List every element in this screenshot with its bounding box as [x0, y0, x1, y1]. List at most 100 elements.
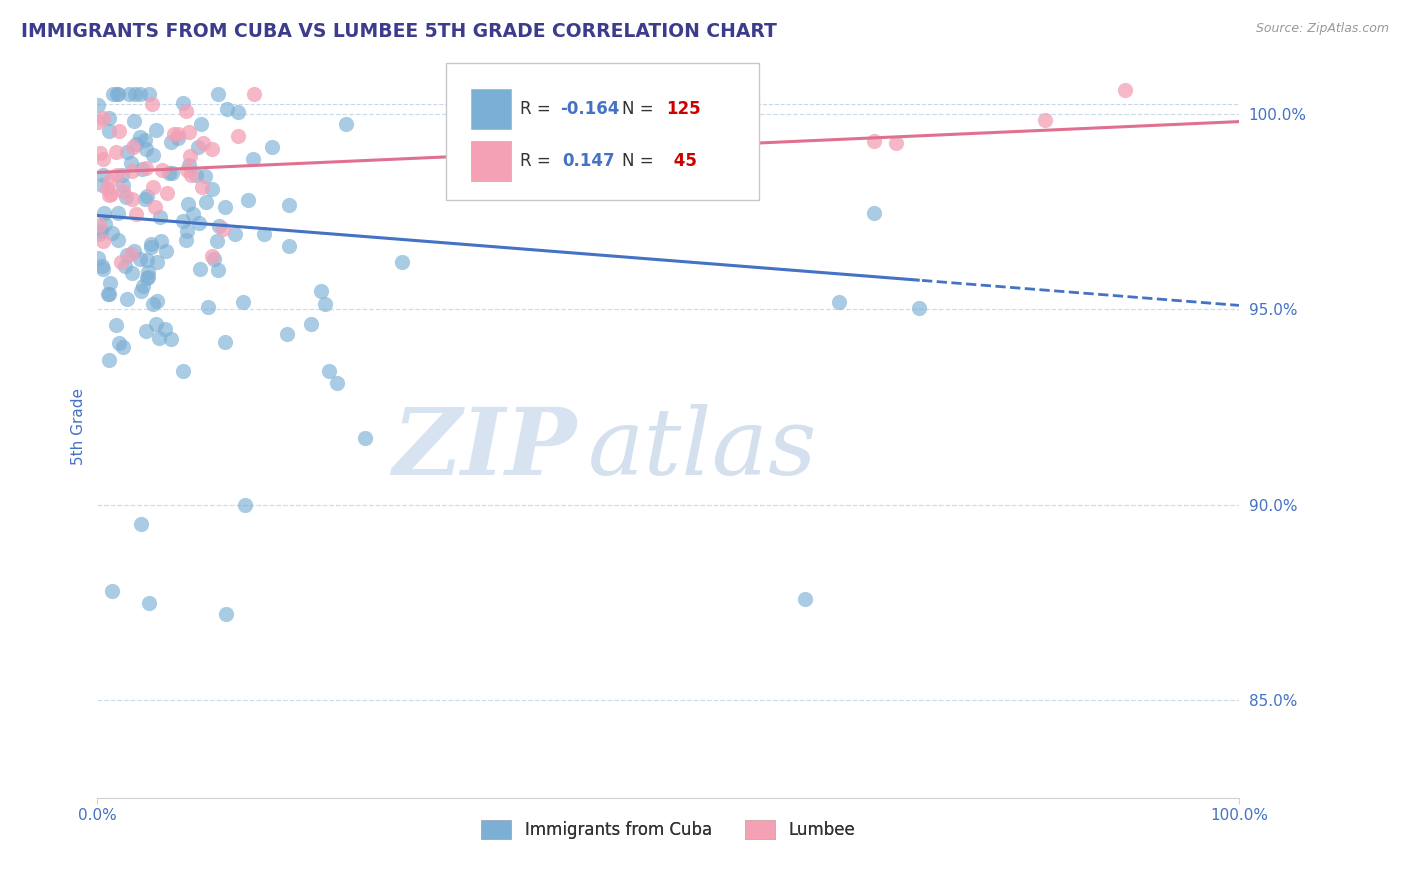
Point	[194, 194, 217, 209]
Point	[135, 161, 157, 175]
Point	[142, 179, 165, 194]
Text: R =: R =	[520, 153, 555, 170]
Point	[97, 286, 120, 301]
Point	[110, 254, 132, 268]
Point	[103, 87, 125, 102]
Point	[828, 294, 851, 309]
Point	[150, 163, 173, 178]
Point	[129, 517, 152, 532]
Point	[136, 271, 159, 285]
Point	[155, 244, 177, 259]
Point	[89, 227, 111, 241]
Point	[132, 279, 155, 293]
Point	[98, 276, 121, 290]
Point	[135, 324, 157, 338]
Text: atlas: atlas	[588, 404, 818, 494]
Text: -0.164: -0.164	[560, 101, 619, 119]
Point	[172, 213, 194, 227]
Point	[187, 140, 209, 154]
Point	[139, 236, 162, 251]
Text: 45: 45	[668, 153, 697, 170]
Point	[134, 192, 156, 206]
Point	[172, 364, 194, 378]
Point	[142, 297, 165, 311]
Point	[91, 235, 114, 249]
Point	[233, 498, 256, 512]
Point	[191, 136, 214, 150]
Point	[226, 104, 249, 119]
Point	[121, 163, 143, 178]
Point	[141, 240, 163, 254]
Point	[118, 87, 141, 102]
Point	[87, 115, 110, 129]
Point	[207, 262, 229, 277]
Point	[184, 168, 207, 182]
Point	[243, 87, 266, 101]
Point	[97, 112, 120, 126]
Point	[120, 156, 142, 170]
Point	[236, 194, 259, 208]
Point	[145, 317, 167, 331]
Point	[91, 261, 114, 276]
Text: ZIP: ZIP	[392, 404, 576, 494]
Point	[224, 227, 246, 241]
Point	[135, 189, 157, 203]
Point	[176, 162, 198, 177]
Point	[100, 187, 122, 202]
Point	[197, 300, 219, 314]
Point	[179, 125, 201, 139]
Point	[191, 180, 214, 194]
Point	[145, 255, 167, 269]
Point	[160, 166, 183, 180]
Point	[120, 247, 142, 261]
Point	[105, 168, 128, 182]
Point	[98, 173, 121, 187]
Point	[260, 140, 283, 154]
Point	[129, 87, 152, 102]
Text: IMMIGRANTS FROM CUBA VS LUMBEE 5TH GRADE CORRELATION CHART: IMMIGRANTS FROM CUBA VS LUMBEE 5TH GRADE…	[21, 22, 778, 41]
Point	[200, 249, 222, 263]
Text: R =: R =	[520, 101, 555, 119]
Point	[318, 364, 340, 378]
Point	[314, 296, 336, 310]
Point	[232, 295, 254, 310]
Point	[142, 147, 165, 161]
Point	[208, 219, 231, 233]
Point	[149, 211, 172, 225]
Point	[104, 318, 127, 332]
Point	[138, 269, 160, 284]
Point	[107, 233, 129, 247]
Point	[104, 145, 127, 160]
Point	[115, 145, 138, 160]
Point	[391, 255, 413, 269]
Point	[134, 132, 156, 146]
Point	[600, 88, 623, 103]
Point	[91, 153, 114, 167]
Point	[101, 583, 124, 598]
Point	[115, 190, 138, 204]
Point	[143, 200, 166, 214]
Point	[157, 166, 180, 180]
Point	[141, 97, 163, 112]
Point	[908, 301, 931, 316]
Text: N =: N =	[623, 153, 659, 170]
Point	[89, 146, 111, 161]
Point	[207, 87, 229, 102]
Point	[862, 134, 884, 148]
Point	[180, 168, 202, 182]
Text: 125: 125	[666, 101, 700, 119]
Point	[299, 317, 322, 331]
Point	[124, 87, 146, 102]
Legend: Immigrants from Cuba, Lumbee: Immigrants from Cuba, Lumbee	[475, 813, 862, 846]
Point	[124, 207, 146, 221]
Point	[101, 227, 124, 241]
Point	[129, 252, 152, 266]
Point	[202, 252, 225, 266]
Point	[172, 95, 194, 110]
Point	[122, 113, 145, 128]
Point	[129, 130, 152, 145]
Point	[214, 335, 236, 350]
Point	[309, 284, 332, 298]
Point	[107, 205, 129, 219]
Point	[155, 322, 177, 336]
